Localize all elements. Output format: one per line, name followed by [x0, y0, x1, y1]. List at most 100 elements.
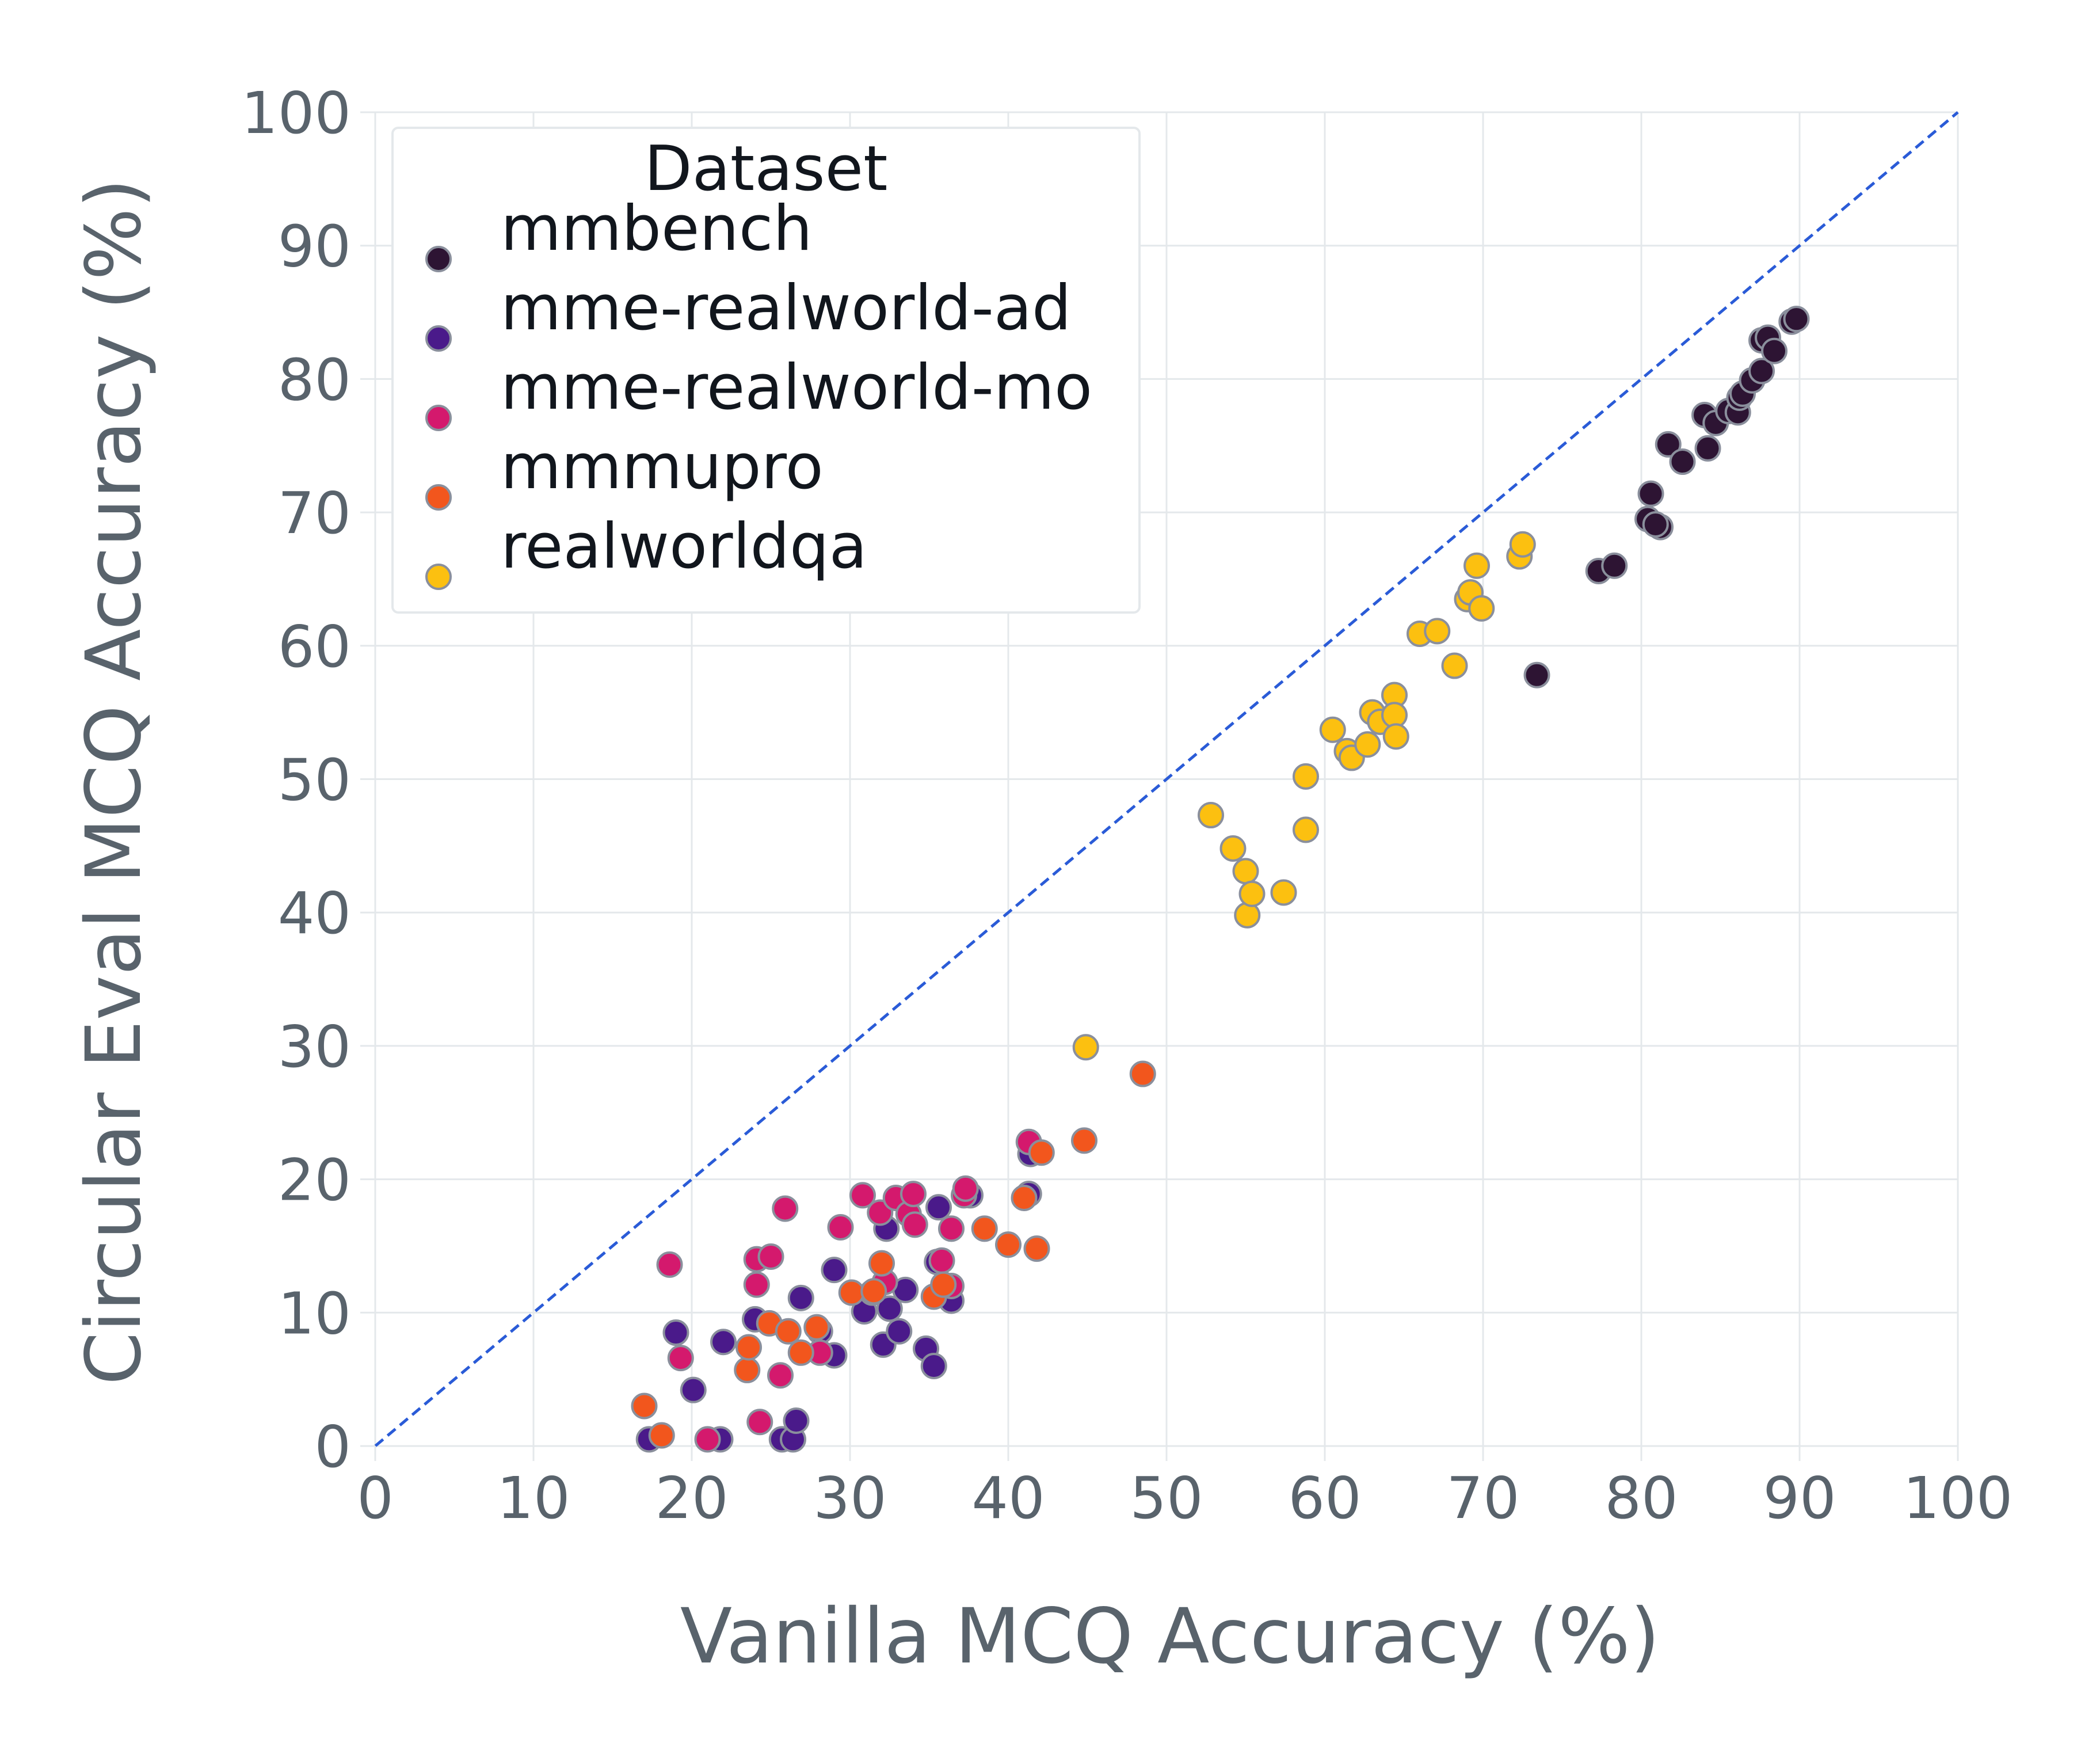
x-tick-label: 40: [971, 1464, 1045, 1532]
data-point: [886, 1318, 913, 1345]
data-point: [1293, 816, 1319, 843]
legend-marker: [425, 484, 452, 511]
y-tick-label: 60: [278, 613, 351, 680]
data-point: [1023, 1235, 1050, 1262]
x-axis-ticks: 0 10 20 30 40 50 60 70 80 90 100: [357, 1446, 2013, 1532]
data-point: [1748, 357, 1775, 385]
data-point: [694, 1426, 721, 1453]
y-tick-label: 0: [314, 1413, 351, 1481]
data-point: [821, 1257, 848, 1284]
y-tick-label: 50: [278, 747, 351, 814]
data-point: [1354, 731, 1381, 758]
data-point: [971, 1215, 998, 1242]
data-point: [787, 1284, 814, 1311]
data-point: [995, 1231, 1022, 1258]
data-point: [1761, 337, 1788, 364]
data-point: [1655, 431, 1682, 458]
y-tick-label: 40: [278, 880, 351, 947]
x-tick-label: 20: [655, 1464, 728, 1532]
data-point: [930, 1271, 957, 1298]
diagonal-reference-line: [374, 111, 1959, 1447]
x-axis-label: Vanilla MCQ Accuracy (%): [680, 1592, 1660, 1681]
data-point: [787, 1339, 814, 1366]
data-point: [925, 1194, 952, 1221]
data-point: [1234, 901, 1261, 929]
data-point: [1424, 618, 1451, 645]
data-point: [838, 1279, 865, 1306]
data-point: [1694, 435, 1721, 462]
legend-marker: [425, 564, 452, 590]
y-tick-label: 90: [278, 213, 351, 280]
data-point: [680, 1376, 707, 1403]
data-point: [928, 1247, 955, 1274]
x-tick-label: 70: [1446, 1464, 1519, 1532]
data-point: [667, 1345, 694, 1372]
data-point: [900, 1181, 927, 1208]
x-tick-label: 30: [813, 1464, 886, 1532]
data-point: [710, 1329, 737, 1356]
y-tick-label: 80: [278, 346, 351, 413]
data-point: [1669, 448, 1696, 475]
data-point: [735, 1334, 762, 1361]
data-point: [1382, 723, 1409, 750]
data-point: [1293, 763, 1319, 790]
y-axis-label: Circular Eval MCQ Accuracy (%): [70, 178, 158, 1385]
x-tick-label: 10: [497, 1464, 570, 1532]
data-point: [1129, 1060, 1156, 1087]
legend-label: mme-realworld-mo: [501, 352, 1092, 424]
data-point: [1071, 1127, 1097, 1154]
legend-title: Dataset: [645, 133, 888, 205]
data-point: [1011, 1185, 1038, 1212]
data-point: [1028, 1139, 1055, 1166]
data-point: [662, 1319, 689, 1346]
data-point: [775, 1318, 802, 1345]
data-point: [734, 1356, 761, 1383]
data-point: [1319, 716, 1346, 743]
x-tick-label: 80: [1604, 1464, 1678, 1532]
x-tick-label: 90: [1763, 1464, 1836, 1532]
scatter-points: [631, 306, 1810, 1453]
data-point: [1509, 531, 1536, 558]
data-point: [1441, 652, 1468, 679]
series-mmbench: [1523, 306, 1810, 688]
data-point: [1783, 306, 1810, 333]
data-point: [1468, 595, 1495, 622]
data-point: [772, 1195, 799, 1222]
x-tick-label: 50: [1130, 1464, 1203, 1532]
data-point: [868, 1250, 895, 1277]
data-point: [860, 1278, 887, 1305]
data-point: [783, 1407, 810, 1434]
data-point: [938, 1215, 965, 1242]
data-point: [1270, 879, 1297, 906]
data-point: [1232, 858, 1259, 885]
data-point: [827, 1214, 854, 1241]
data-point: [1523, 661, 1550, 688]
data-point: [656, 1251, 683, 1278]
data-point: [920, 1352, 947, 1379]
data-point: [1219, 835, 1247, 862]
data-point: [1072, 1034, 1099, 1061]
data-point: [631, 1392, 658, 1420]
data-point: [743, 1271, 770, 1298]
data-point: [1463, 552, 1490, 579]
data-point: [1637, 480, 1664, 507]
y-tick-label: 30: [278, 1013, 351, 1080]
data-point: [757, 1243, 784, 1270]
data-point: [1601, 552, 1628, 579]
data-point: [648, 1422, 675, 1449]
data-point: [1238, 880, 1266, 907]
legend-label: mmmupro: [501, 431, 824, 503]
y-tick-label: 10: [278, 1280, 351, 1347]
data-point: [1198, 802, 1224, 829]
x-tick-label: 0: [357, 1464, 394, 1532]
x-tick-label: 60: [1288, 1464, 1361, 1532]
legend-marker: [425, 246, 452, 272]
legend-label: realworldqa: [501, 511, 867, 583]
series-realworldqa: [1072, 531, 1536, 1061]
data-point: [849, 1182, 876, 1209]
y-tick-label: 20: [278, 1147, 351, 1214]
data-point: [952, 1175, 979, 1202]
data-point: [767, 1362, 794, 1389]
legend-marker: [425, 405, 452, 431]
